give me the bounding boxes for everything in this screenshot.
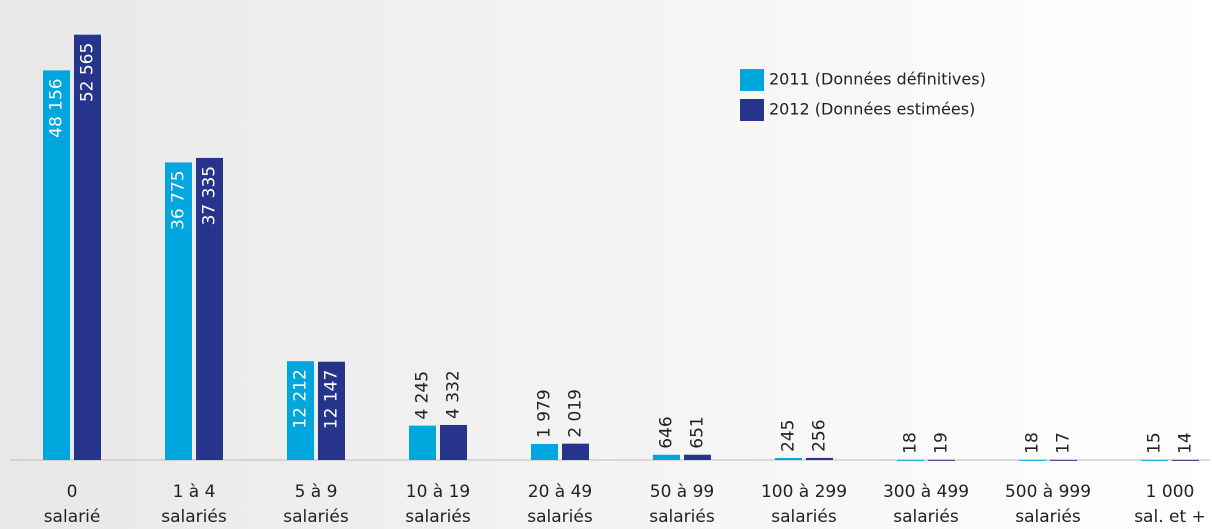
x-tick-label: 1 à 4 xyxy=(173,482,216,502)
bar xyxy=(318,361,345,460)
x-tick-label: salariés xyxy=(161,507,227,527)
x-tick-label: 5 à 9 xyxy=(295,482,338,502)
x-tick-label: salariés xyxy=(649,507,715,527)
x-tick-label: 0 xyxy=(67,482,78,502)
legend-label: 2012 (Données estimées) xyxy=(769,100,975,119)
value-label: 245 xyxy=(779,420,799,452)
bar xyxy=(653,454,680,460)
x-tick-label: salariés xyxy=(771,507,837,527)
bar xyxy=(1172,459,1199,461)
bar xyxy=(165,162,192,460)
bar xyxy=(684,454,711,460)
x-tick-label: salariés xyxy=(893,507,959,527)
value-label: 37 335 xyxy=(200,166,220,225)
value-label: 17 xyxy=(1054,432,1074,454)
x-tick-label: 100 à 299 xyxy=(761,482,847,502)
value-label: 1 979 xyxy=(535,389,555,438)
bar xyxy=(287,361,314,460)
bar xyxy=(775,458,802,460)
x-tick-label: 50 à 99 xyxy=(650,482,715,502)
x-tick-label: salariés xyxy=(1015,507,1081,527)
value-label: 2 019 xyxy=(566,389,586,438)
bar xyxy=(1141,459,1168,461)
legend-swatch xyxy=(740,99,764,121)
value-label: 646 xyxy=(657,416,677,448)
legend-label: 2011 (Données définitives) xyxy=(769,70,986,89)
value-label: 4 332 xyxy=(444,370,464,419)
x-tick-label: salariés xyxy=(283,507,349,527)
value-label: 36 775 xyxy=(169,170,189,229)
bar xyxy=(1050,459,1077,461)
bar xyxy=(74,34,101,461)
bar xyxy=(43,70,70,461)
value-label: 14 xyxy=(1176,432,1196,454)
x-tick-label: salariés xyxy=(527,507,593,527)
bar xyxy=(806,457,833,460)
value-label: 256 xyxy=(810,419,830,451)
x-tick-label: 1 000 xyxy=(1146,482,1195,502)
value-label: 12 147 xyxy=(322,370,342,429)
bar xyxy=(531,443,558,460)
x-tick-label: salarié xyxy=(44,507,101,527)
bar xyxy=(928,459,955,461)
value-label: 651 xyxy=(688,416,708,448)
x-tick-label: 500 à 999 xyxy=(1005,482,1091,502)
bar xyxy=(897,459,924,461)
value-label: 4 245 xyxy=(413,371,433,420)
bar xyxy=(1019,459,1046,461)
value-label: 19 xyxy=(932,432,952,454)
bar xyxy=(562,443,589,460)
x-tick-label: 300 à 499 xyxy=(883,482,969,502)
value-label: 52 565 xyxy=(78,43,98,102)
value-label: 18 xyxy=(901,432,921,454)
bar xyxy=(409,425,436,460)
value-label: 15 xyxy=(1145,432,1165,454)
value-label: 18 xyxy=(1023,432,1043,454)
x-tick-label: 10 à 19 xyxy=(406,482,471,502)
value-label: 12 212 xyxy=(291,369,311,428)
value-label: 48 156 xyxy=(47,78,67,137)
bar xyxy=(196,157,223,460)
x-tick-label: salariés xyxy=(405,507,471,527)
x-tick-label: sal. et + xyxy=(1134,507,1206,527)
legend-swatch xyxy=(740,69,764,91)
bar xyxy=(440,424,467,460)
x-tick-label: 20 à 49 xyxy=(528,482,593,502)
